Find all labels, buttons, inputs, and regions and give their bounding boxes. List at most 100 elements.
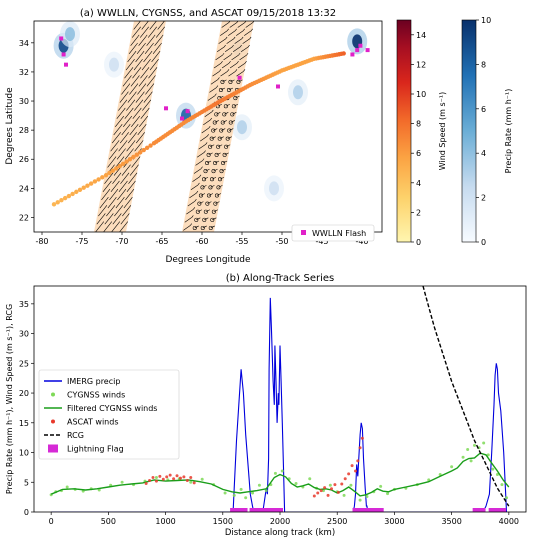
ascat-wind-barb	[128, 83, 131, 86]
series-point	[316, 491, 320, 495]
ascat-calm-marker	[230, 112, 235, 117]
cygnss-track-point	[114, 166, 119, 171]
ascat-calm-marker	[206, 193, 211, 198]
ascat-wind-barb	[120, 174, 128, 184]
ascat-calm-marker	[225, 136, 230, 141]
ascat-wind-barb	[127, 93, 136, 103]
ascat-wind-barb	[138, 115, 141, 119]
precip-cell	[269, 181, 279, 196]
ascat-wind-barb	[216, 152, 221, 156]
series-point	[336, 490, 340, 494]
ascat-wind-barb	[228, 61, 231, 64]
ascat-wind-barb	[135, 93, 144, 103]
ascat-wind-barb	[98, 207, 106, 217]
ascat-wind-barb	[134, 50, 137, 54]
ascat-wind-barb	[118, 221, 121, 224]
ascat-calm-marker	[214, 193, 219, 198]
ascat-wind-barb	[219, 69, 222, 72]
ascat-calm-marker	[198, 193, 203, 198]
colorbar-tick-label: 10	[481, 16, 491, 25]
series-point	[491, 467, 495, 471]
ascat-wind-barb	[126, 132, 129, 135]
ascat-wind-barb	[233, 103, 238, 107]
ascat-calm-marker	[208, 225, 213, 230]
series-point	[500, 483, 504, 487]
ascat-wind-barb	[216, 112, 221, 115]
ascat-wind-barb	[207, 95, 216, 101]
map-x-tick-label: -50	[275, 237, 288, 246]
ascat-wind-barb	[133, 99, 136, 102]
ascat-wind-barb	[147, 67, 150, 70]
series-point	[333, 483, 337, 487]
legend-swatch	[48, 444, 58, 453]
ascat-wind-barb	[108, 188, 111, 192]
cygnss-track-point	[92, 179, 98, 184]
ascat-wind-barb	[221, 22, 229, 28]
ascat-wind-barb	[208, 152, 213, 156]
ascat-wind-barb	[192, 176, 200, 182]
ascat-wind-barb	[130, 197, 133, 200]
ascat-wind-barb	[139, 28, 148, 38]
ascat-wind-barb	[229, 22, 237, 28]
ascat-wind-barb	[224, 112, 229, 115]
ascat-wind-barb	[119, 93, 128, 103]
ascat-swaths	[94, 21, 255, 232]
legend-entry-label: ASCAT winds	[67, 418, 119, 427]
ascat-wind-barb	[101, 190, 109, 201]
ascat-calm-marker	[231, 104, 236, 109]
ascat-wind-barb	[207, 201, 212, 204]
ascat-wind-barb	[145, 75, 148, 78]
series-point	[144, 481, 148, 485]
map-x-tick-label: -80	[35, 237, 48, 246]
series-x-tick-label: 2000	[270, 517, 290, 526]
ascat-wind-barb	[220, 87, 226, 91]
cygnss-track-point	[51, 202, 57, 207]
map-y-tick-label: 30	[19, 97, 29, 106]
ascat-wind-barb	[193, 207, 196, 210]
series-point	[461, 455, 465, 459]
ascat-wind-barb	[217, 77, 220, 80]
map-x-ticks: -80 -75 -70 -65 -60 -55 -50 -45 -40	[35, 232, 369, 246]
ascat-wind-barb	[249, 36, 252, 40]
ascat-wind-barb	[234, 38, 242, 44]
ascat-wind-barb	[214, 160, 220, 164]
colorbar-tick-label: 0	[481, 238, 486, 247]
ascat-wind-barb	[141, 61, 150, 71]
ascat-calm-marker	[194, 217, 199, 222]
colorbar-tick-label: 8	[416, 120, 421, 129]
ascat-wind-barb	[120, 215, 129, 225]
ascat-wind-barb	[126, 221, 129, 224]
ascat-wind-barb	[220, 61, 223, 64]
cygnss-track-point	[77, 187, 83, 192]
ascat-wind-barb	[210, 117, 213, 121]
ascat-wind-barb	[190, 223, 193, 226]
ascat-wind-barb	[143, 42, 146, 46]
ascat-wind-barb	[128, 44, 137, 55]
series-point	[239, 487, 243, 491]
ascat-wind-barb	[99, 198, 108, 209]
ascat-wind-barb	[139, 67, 142, 70]
precip-cell	[237, 120, 247, 135]
series-point	[65, 485, 69, 489]
ascat-wind-barb	[138, 156, 141, 159]
ascat-wind-barb	[138, 36, 146, 46]
series-line	[422, 286, 510, 507]
series-point	[486, 453, 490, 457]
ascat-wind-barb	[148, 69, 156, 79]
ascat-wind-barb	[145, 85, 153, 95]
ascat-calm-marker	[219, 128, 224, 133]
ascat-wind-barb	[127, 172, 130, 176]
ascat-wind-barb	[141, 21, 149, 30]
series-y-tick-label: 25	[19, 359, 29, 368]
ascat-wind-barb	[236, 61, 239, 64]
panel-b-title: (b) Along-Track Series	[226, 273, 335, 284]
cygnss-track-point	[59, 197, 64, 203]
ascat-wind-barb	[105, 205, 108, 208]
map-x-tick-label: -65	[155, 237, 168, 246]
series-point	[120, 480, 124, 484]
ascat-wind-barb	[139, 107, 142, 111]
ascat-wind-barb	[136, 44, 145, 55]
ascat-wind-barb	[230, 52, 233, 56]
ascat-wind-barb	[119, 213, 122, 216]
ascat-wind-barb	[195, 160, 203, 166]
